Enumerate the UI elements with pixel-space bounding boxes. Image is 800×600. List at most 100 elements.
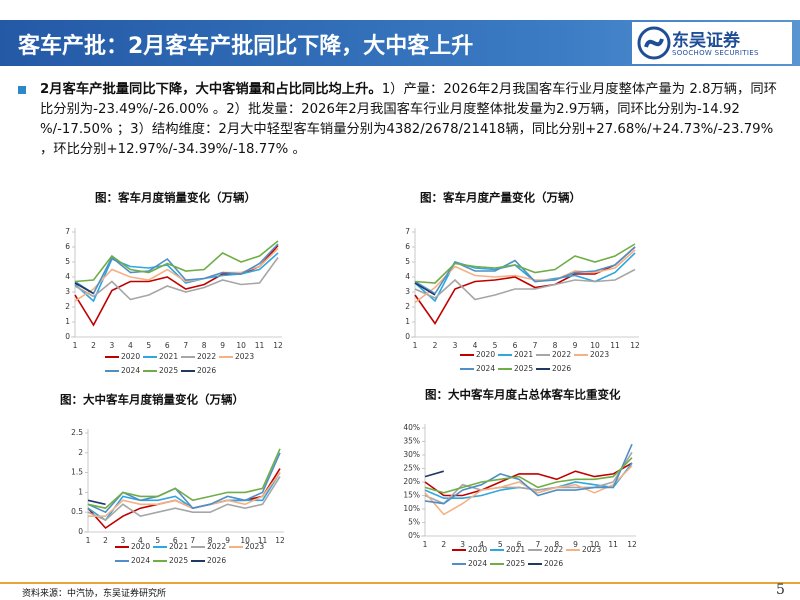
logo-subtext: SOOCHOW SECURITIES [672, 49, 759, 57]
series-line [424, 457, 633, 494]
page-number: 5 [776, 582, 785, 598]
logo-icon [637, 26, 671, 60]
x-tick-label: 7 [190, 536, 195, 545]
x-tick-label: 6 [513, 341, 518, 350]
y-tick-label: 0.5 [71, 507, 83, 516]
x-tick-label: 5 [498, 540, 503, 549]
legend-label: 2025 [506, 559, 525, 568]
x-tick-label: 6 [165, 341, 170, 350]
legend-label: 2024 [476, 364, 495, 373]
y-tick-label: 5% [408, 518, 420, 527]
x-tick-label: 9 [573, 540, 578, 549]
series-line [87, 452, 281, 514]
legend-label: 2024 [131, 556, 150, 565]
y-tick-label: 4 [65, 272, 70, 281]
series-line [424, 470, 445, 478]
y-tick-label: 35% [403, 437, 420, 446]
series-line [424, 443, 633, 505]
legend-label: 2025 [159, 366, 178, 375]
legend-label: 2025 [514, 364, 533, 373]
x-tick-label: 12 [273, 341, 283, 350]
series-line [88, 472, 281, 517]
legend-label: 2022 [197, 352, 216, 361]
x-tick-label: 2 [103, 536, 108, 545]
x-tick-label: 8 [554, 540, 559, 549]
y-tick-label: 0% [408, 531, 420, 540]
x-tick-label: 6 [517, 540, 522, 549]
series-line [414, 268, 636, 301]
footer-line [0, 582, 800, 584]
x-tick-label: 9 [220, 341, 225, 350]
y-tick-label: 1 [405, 317, 410, 326]
x-tick-label: 7 [533, 341, 538, 350]
x-tick-label: 12 [627, 540, 637, 549]
legend-label: 2026 [197, 366, 216, 375]
source-note: 资料来源：中汽协，东吴证券研究所 [22, 589, 167, 599]
x-tick-label: 10 [236, 341, 246, 350]
legend-label: 2021 [169, 542, 188, 551]
x-tick-label: 7 [536, 540, 541, 549]
summary-text: 1）产量：2026年2月我国客车行业月度整体产量为 2.8万辆，同环比分别为-2… [40, 82, 777, 157]
x-tick-label: 3 [110, 341, 115, 350]
y-tick-label: 30% [403, 450, 420, 459]
y-tick-label: 10% [403, 504, 420, 513]
y-tick-label: 20% [403, 477, 420, 486]
x-tick-label: 2 [441, 540, 446, 549]
series-line [424, 462, 633, 499]
legend-label: 2022 [552, 350, 571, 359]
series-line [87, 476, 281, 522]
x-tick-label: 12 [630, 341, 640, 350]
y-tick-label: 0 [78, 527, 83, 536]
y-tick-label: 2 [405, 302, 410, 311]
series-line [87, 499, 106, 506]
series-line [74, 240, 279, 283]
x-tick-label: 3 [453, 341, 458, 350]
series-line [74, 243, 279, 295]
y-tick-label: 5 [65, 257, 70, 266]
legend-label: 2023 [235, 352, 254, 361]
legend-label: 2021 [514, 350, 533, 359]
legend-label: 2026 [207, 556, 226, 565]
legend-label: 2022 [544, 545, 563, 554]
x-tick-label: 8 [208, 536, 213, 545]
x-tick-label: 4 [128, 341, 133, 350]
x-tick-label: 2 [433, 341, 438, 350]
legend-label: 2020 [121, 352, 140, 361]
x-tick-label: 11 [608, 540, 618, 549]
y-tick-label: 2 [78, 448, 83, 457]
bullet [18, 86, 26, 94]
y-tick-label: 3 [65, 287, 70, 296]
y-tick-label: 40% [403, 423, 420, 432]
x-tick-label: 11 [258, 536, 268, 545]
x-tick-label: 4 [138, 536, 143, 545]
chart-title: 图：客车月度产量变化（万辆） [420, 191, 581, 205]
series-line [74, 244, 279, 327]
y-tick-label: 7 [405, 227, 410, 236]
y-tick-label: 7 [65, 227, 70, 236]
y-tick-label: 2.5 [71, 428, 83, 437]
series-line [414, 243, 636, 284]
legend-label: 2024 [468, 559, 487, 568]
summary-lead: 2月客车产批量同比下降，大中客销量和占比同比均上升。 [40, 82, 382, 97]
series-line [424, 462, 633, 497]
y-tick-label: 25% [403, 464, 420, 473]
y-tick-label: 3 [405, 287, 410, 296]
y-tick-label: 1.5 [71, 468, 83, 477]
legend-label: 2023 [245, 542, 264, 551]
legend-label: 2023 [582, 545, 601, 554]
y-tick-label: 1 [78, 487, 83, 496]
x-tick-label: 1 [86, 536, 91, 545]
x-tick-label: 9 [573, 341, 578, 350]
legend-label: 2026 [552, 364, 571, 373]
y-tick-label: 4 [405, 272, 410, 281]
x-tick-label: 10 [590, 540, 600, 549]
x-tick-label: 5 [493, 341, 498, 350]
legend-label: 2024 [121, 366, 140, 375]
x-tick-label: 8 [553, 341, 558, 350]
x-tick-label: 5 [155, 536, 160, 545]
x-tick-label: 9 [225, 536, 230, 545]
logo-text: 东吴证券 [672, 31, 740, 51]
logo: 东吴证券 SOOCHOW SECURITIES [632, 22, 792, 64]
